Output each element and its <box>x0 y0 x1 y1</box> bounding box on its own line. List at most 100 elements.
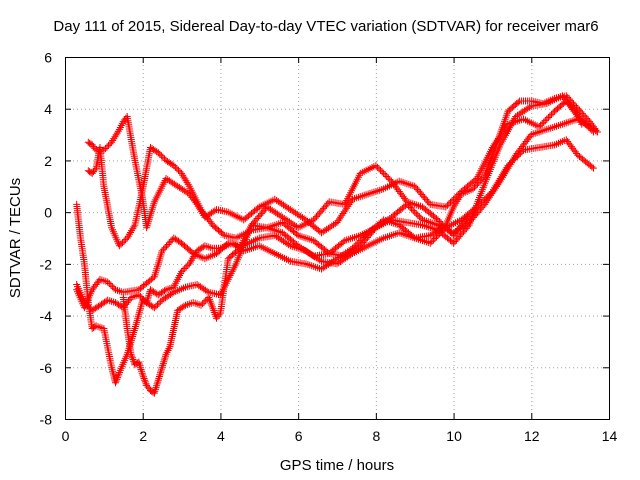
data-point <box>577 116 585 124</box>
x-tick-label: 8 <box>372 428 380 444</box>
data-point <box>125 230 133 238</box>
data-point <box>154 149 162 157</box>
data-point <box>537 121 545 129</box>
data-point <box>442 224 450 232</box>
data-point <box>406 204 414 211</box>
data-point <box>165 239 173 247</box>
data-point <box>579 117 587 125</box>
data-point <box>564 93 572 101</box>
data-point <box>582 120 590 128</box>
data-point <box>380 169 388 177</box>
data-point <box>426 239 434 247</box>
data-point <box>543 115 551 123</box>
data-point <box>562 92 570 100</box>
data-point <box>386 176 394 184</box>
data-point <box>338 211 346 219</box>
data-point <box>505 162 513 170</box>
data-point <box>91 144 99 152</box>
data-point <box>433 233 440 241</box>
data-point <box>152 302 160 310</box>
x-tick-label: 14 <box>602 428 618 444</box>
data-point <box>373 163 381 171</box>
data-point <box>445 200 453 208</box>
x-tick-label: 10 <box>446 428 462 444</box>
data-point <box>144 295 152 303</box>
data-point <box>570 100 577 108</box>
data-point <box>108 138 116 146</box>
data-point <box>335 215 343 223</box>
data-point <box>548 110 555 118</box>
data-point <box>181 265 189 272</box>
data-point <box>356 237 364 245</box>
data-point <box>110 135 118 143</box>
data-point <box>189 254 197 262</box>
chart-title: Day 111 of 2015, Sidereal Day-to-day VTE… <box>53 18 598 35</box>
data-point <box>114 372 122 380</box>
data-point <box>203 287 211 295</box>
data-point <box>381 171 389 179</box>
data-point <box>436 218 444 225</box>
data-point <box>593 128 601 136</box>
data-point <box>383 173 391 180</box>
data-point <box>589 164 597 172</box>
data-point <box>568 98 576 106</box>
data-point <box>159 361 167 369</box>
data-point <box>160 245 168 253</box>
x-tick-label: 4 <box>217 428 225 444</box>
data-point <box>161 244 169 252</box>
x-tick-label: 12 <box>524 428 540 444</box>
data-point <box>183 179 191 187</box>
data-point <box>363 230 370 238</box>
data-point <box>91 166 99 174</box>
data-point <box>475 178 483 186</box>
x-tick-label: 2 <box>139 428 147 444</box>
series-track-f <box>119 162 473 397</box>
data-point <box>448 197 456 205</box>
data-point <box>187 258 194 266</box>
data-point <box>107 281 115 289</box>
data-point <box>455 194 463 202</box>
data-point <box>565 95 573 103</box>
data-point <box>152 384 160 392</box>
data-point <box>573 111 581 119</box>
y-tick-label: -8 <box>40 412 53 428</box>
data-point <box>507 159 515 167</box>
data-point <box>167 237 175 245</box>
data-point <box>485 193 493 201</box>
data-point <box>179 266 187 274</box>
data-point <box>437 219 445 227</box>
data-point <box>359 234 367 241</box>
data-point <box>384 174 392 182</box>
data-point <box>489 188 497 196</box>
x-tick-label: 6 <box>295 428 303 444</box>
data-point <box>508 157 516 165</box>
data-point <box>260 206 268 214</box>
data-point <box>349 244 356 252</box>
data-point <box>331 220 339 228</box>
axis-ticks: 0 2 4 6 8 10 12 14 -8 -6 -4 -2 0 2 4 6 <box>40 50 618 445</box>
data-point <box>478 204 486 212</box>
data-point <box>490 186 498 194</box>
data-point <box>549 109 557 117</box>
data-point <box>546 112 554 120</box>
data-point <box>129 356 137 363</box>
y-tick-label: 2 <box>44 153 52 169</box>
data-point <box>140 375 148 382</box>
data-point <box>158 363 166 371</box>
data-point <box>465 211 473 219</box>
data-point <box>453 197 461 205</box>
y-axis-label: SDTVAR / TECUs <box>7 178 24 298</box>
data-point <box>156 371 164 379</box>
data-point <box>114 127 122 135</box>
data-point <box>153 380 161 388</box>
data-point <box>315 209 323 217</box>
data-point <box>197 301 205 309</box>
data-point <box>575 106 583 114</box>
data-point <box>143 299 151 307</box>
data-point <box>337 213 345 221</box>
data-point <box>573 103 580 111</box>
data-point <box>138 367 146 375</box>
data-point <box>350 243 358 251</box>
series-track-e <box>73 92 601 387</box>
data-point <box>200 298 208 306</box>
